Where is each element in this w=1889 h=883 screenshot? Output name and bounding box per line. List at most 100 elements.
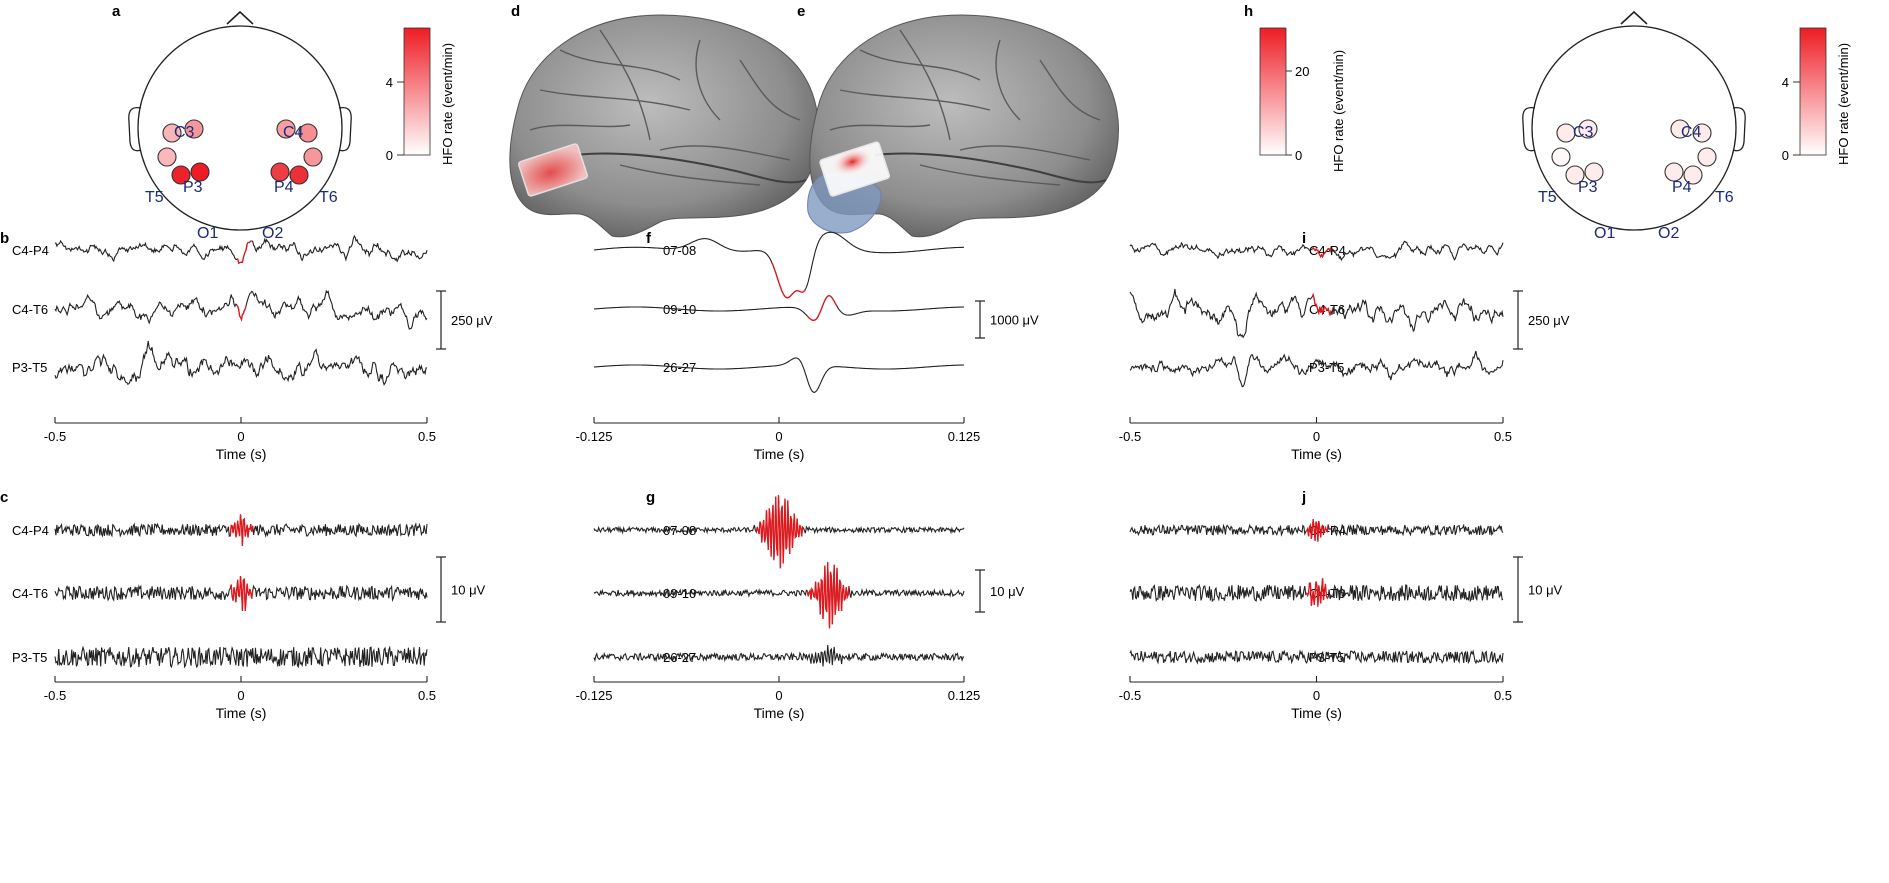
left-ear-icon <box>1522 106 1536 152</box>
x-tick-label: 0.5 <box>418 429 436 444</box>
electrode-label-p3: P3 <box>183 179 203 196</box>
x-tick-label: -0.125 <box>576 688 613 703</box>
colorbar-tick-0: 0 <box>1782 148 1789 163</box>
colorbar-tick-0: 0 <box>386 148 393 163</box>
electrode-dot <box>1683 165 1703 185</box>
channel-label: P3-T5 <box>1309 360 1344 375</box>
electrode-dot <box>184 119 204 139</box>
eeg-trace <box>593 644 965 667</box>
electrode-dot <box>1692 123 1712 143</box>
eeg-trace <box>593 562 965 629</box>
x-tick-label: -0.5 <box>44 688 66 703</box>
electrode-dot <box>157 147 177 167</box>
panel-letter-f: f <box>646 230 652 247</box>
x-tick-label: -0.5 <box>1119 429 1141 444</box>
electrode-dot <box>276 119 296 139</box>
colorbar-a: 0 4 HFO rate (event/min) <box>386 27 455 165</box>
panel-letter-c: c <box>0 489 8 506</box>
x-axis-label: Time (s) <box>754 446 805 462</box>
colorbar-label: HFO rate (event/min) <box>1331 50 1346 172</box>
x-tick-label: 0.125 <box>948 429 981 444</box>
channel-label: C4-P4 <box>12 243 49 258</box>
electrode-label-p4: P4 <box>1672 179 1692 196</box>
eeg-trace <box>593 357 964 393</box>
colorbar-gradient <box>1259 27 1287 156</box>
channel-label: C4-T6 <box>12 302 48 317</box>
right-ear-icon <box>1732 106 1746 152</box>
x-tick-label: 0.5 <box>418 688 436 703</box>
channel-label: C4-P4 <box>12 523 49 538</box>
brain-image-e <box>807 14 1119 238</box>
x-tick-label: 0.125 <box>948 688 981 703</box>
panel-letter-h: h <box>1244 3 1253 20</box>
x-tick-label: -0.5 <box>44 429 66 444</box>
electrode-dot <box>1584 162 1604 182</box>
eeg-trace <box>593 295 964 321</box>
electrode-dot <box>1565 165 1585 185</box>
hfo-segment <box>771 262 806 299</box>
electrode-label-c3: C3 <box>1573 124 1594 141</box>
channel-label: 07-08 <box>663 523 696 538</box>
eeg-trace <box>54 340 428 386</box>
electrode-label-t6: T6 <box>319 189 338 206</box>
hfo-segment <box>236 240 252 264</box>
colorbar-gradient <box>403 27 431 156</box>
hfo-segment <box>236 304 247 322</box>
hfo-segment <box>755 495 804 569</box>
x-axis-label: Time (s) <box>1291 446 1342 462</box>
trace-panel-b: C4-P4 C4-T6 P3-T5 250 μV -0.5 0 0.5 Time (s) <box>12 234 493 462</box>
electrode-dot <box>1556 123 1576 143</box>
eeg-trace <box>1129 350 1504 388</box>
colorbar-e: 0 20 HFO rate (event/min) <box>1259 27 1346 172</box>
head-outline <box>137 25 343 231</box>
x-axis-label: Time (s) <box>1291 705 1342 721</box>
scale-bar-label: 10 μV <box>451 583 486 598</box>
x-tick-label: 0 <box>775 429 782 444</box>
electrode-label-c4: C4 <box>283 124 304 141</box>
colorbar-tick-0: 0 <box>1295 148 1302 163</box>
trace-panel-c: C4-P4 C4-T6 P3-T5 10 μV -0.5 0 0.5 Time (s) <box>12 514 486 721</box>
colorbar-gradient <box>1799 27 1827 156</box>
x-tick-label: 0 <box>1313 688 1320 703</box>
hfo-segment <box>1305 578 1329 607</box>
right-ear-icon <box>338 106 352 152</box>
nose-icon <box>226 10 254 25</box>
colorbar-label: HFO rate (event/min) <box>1836 43 1851 165</box>
scale-bar-label: 250 μV <box>451 313 493 328</box>
x-tick-label: 0 <box>237 429 244 444</box>
x-tick-label: 0 <box>1313 429 1320 444</box>
colorbar-tick-1: 4 <box>386 75 393 90</box>
electrode-label-c3: C3 <box>174 124 195 141</box>
left-ear-icon <box>128 106 142 152</box>
electrode-dot <box>190 162 210 182</box>
electrode-dot <box>1664 162 1684 182</box>
channel-label: C4-T6 <box>12 586 48 601</box>
scale-bar-label: 10 μV <box>1528 583 1563 598</box>
electrode-dot <box>1578 119 1598 139</box>
colorbar-tick-1: 20 <box>1295 64 1309 79</box>
eeg-trace <box>54 645 428 669</box>
electrode-grid-d <box>517 143 589 197</box>
panel-letter-i: i <box>1302 230 1306 247</box>
scale-bar-label: 10 μV <box>990 584 1025 599</box>
panel-letter-d: d <box>511 3 520 20</box>
electrode-dot <box>171 165 191 185</box>
electrode-label-t5: T5 <box>145 189 164 206</box>
x-tick-label: 0.5 <box>1494 429 1512 444</box>
x-axis-label: Time (s) <box>216 705 267 721</box>
x-tick-label: -0.5 <box>1119 688 1141 703</box>
electrode-label-o2: O2 <box>262 225 283 242</box>
channel-label: P3-T5 <box>12 650 47 665</box>
hfo-segment <box>806 562 850 629</box>
temporal-lobe-fissure <box>574 152 807 184</box>
electrode-label-o2: O2 <box>1658 225 1679 242</box>
electrode-dot <box>298 123 318 143</box>
brain-outline <box>509 14 819 238</box>
electrode-label-t6: T6 <box>1715 189 1734 206</box>
eeg-trace <box>54 234 428 264</box>
